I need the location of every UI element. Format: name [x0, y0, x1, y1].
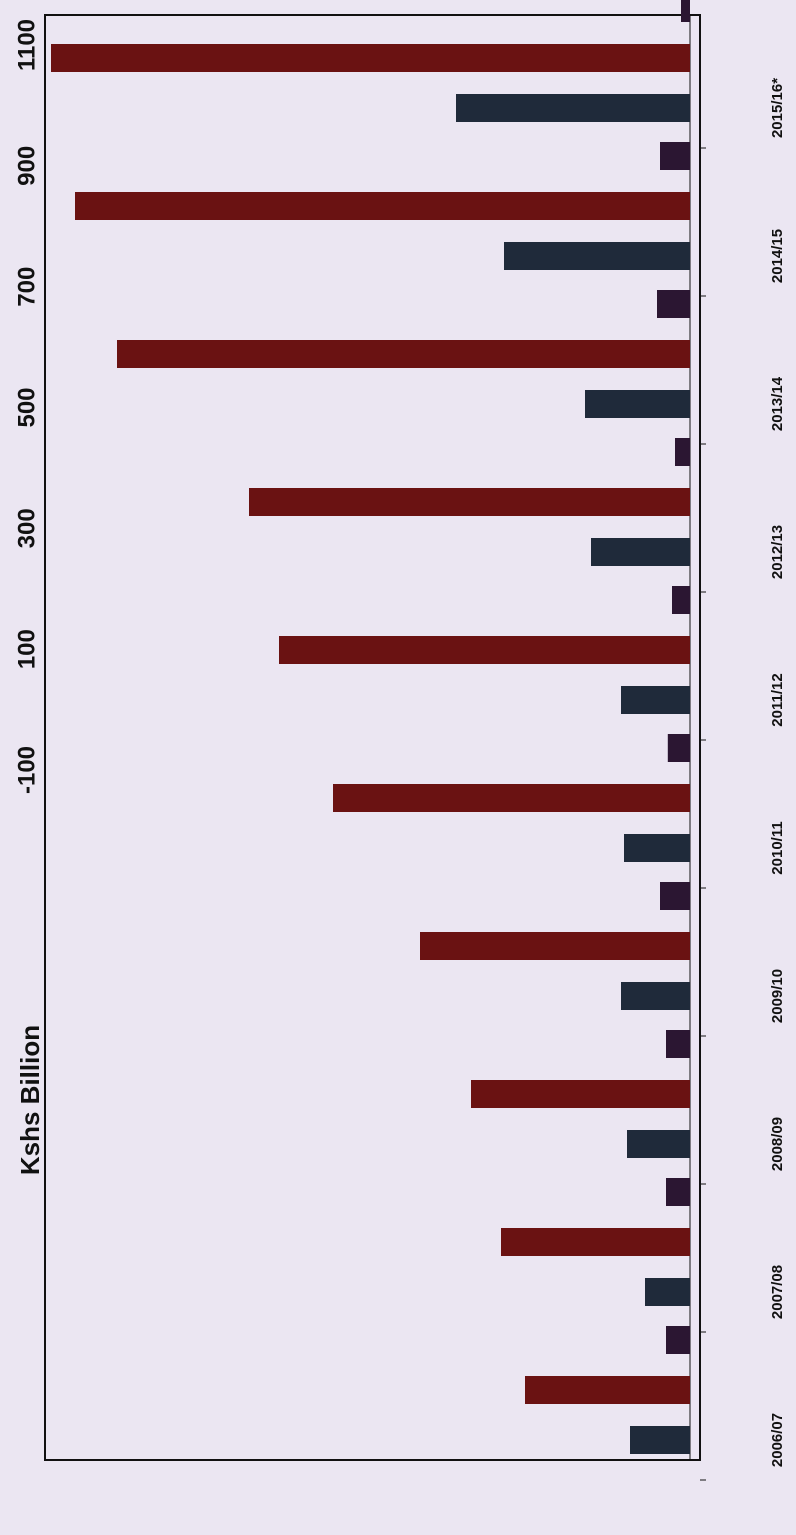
bar: [645, 1278, 690, 1306]
x-tick-label: 2008/09: [769, 1117, 786, 1171]
bar: [666, 1326, 690, 1354]
x-tick-label: 2007/08: [769, 1265, 786, 1319]
y-tick-label: 300: [13, 508, 40, 548]
bar: [585, 390, 690, 418]
x-tick-label: 2010/11: [769, 821, 786, 874]
bar: [249, 488, 690, 516]
x-tick-label: 2013/14: [769, 376, 786, 431]
bar: [420, 932, 690, 960]
bar: [667, 734, 690, 762]
bar: [51, 44, 690, 72]
y-tick-label: 700: [13, 267, 40, 307]
bar: [117, 340, 690, 368]
bar: [627, 1130, 690, 1158]
bar: [621, 982, 690, 1010]
bar: [333, 784, 690, 812]
bar: [630, 1426, 690, 1454]
bar: [591, 538, 690, 566]
bar: [666, 1030, 690, 1058]
bar: [504, 242, 690, 270]
x-tick-label: 2012/13: [769, 525, 786, 579]
bar: [681, 0, 690, 22]
plot-frame: [44, 14, 701, 1461]
bar: [471, 1080, 690, 1108]
bar: [501, 1228, 690, 1256]
y-tick-label: 100: [13, 629, 40, 669]
bar: [525, 1376, 690, 1404]
bar: [624, 834, 690, 862]
axis-label: Kshs Billion: [15, 1025, 45, 1175]
x-tick-label: 2015/16*: [769, 78, 786, 138]
y-tick-label: 900: [13, 146, 40, 186]
bar: [675, 438, 690, 466]
bar: [621, 686, 690, 714]
y-tick-label: -100: [13, 746, 40, 794]
bar: [456, 94, 690, 122]
bar: [657, 290, 690, 318]
x-tick-label: 2014/15: [769, 229, 786, 283]
bar: [660, 882, 690, 910]
y-tick-label: 1100: [13, 19, 40, 71]
x-tick-label: 2006/07: [769, 1413, 786, 1467]
bar: [660, 142, 690, 170]
x-tick-label: 2009/10: [769, 969, 786, 1023]
x-tick-label: 2011/12: [769, 673, 786, 726]
bar: [279, 636, 690, 664]
bar: [666, 1178, 690, 1206]
bar: [75, 192, 690, 220]
y-tick-label: 500: [13, 387, 40, 427]
bar: [672, 586, 690, 614]
